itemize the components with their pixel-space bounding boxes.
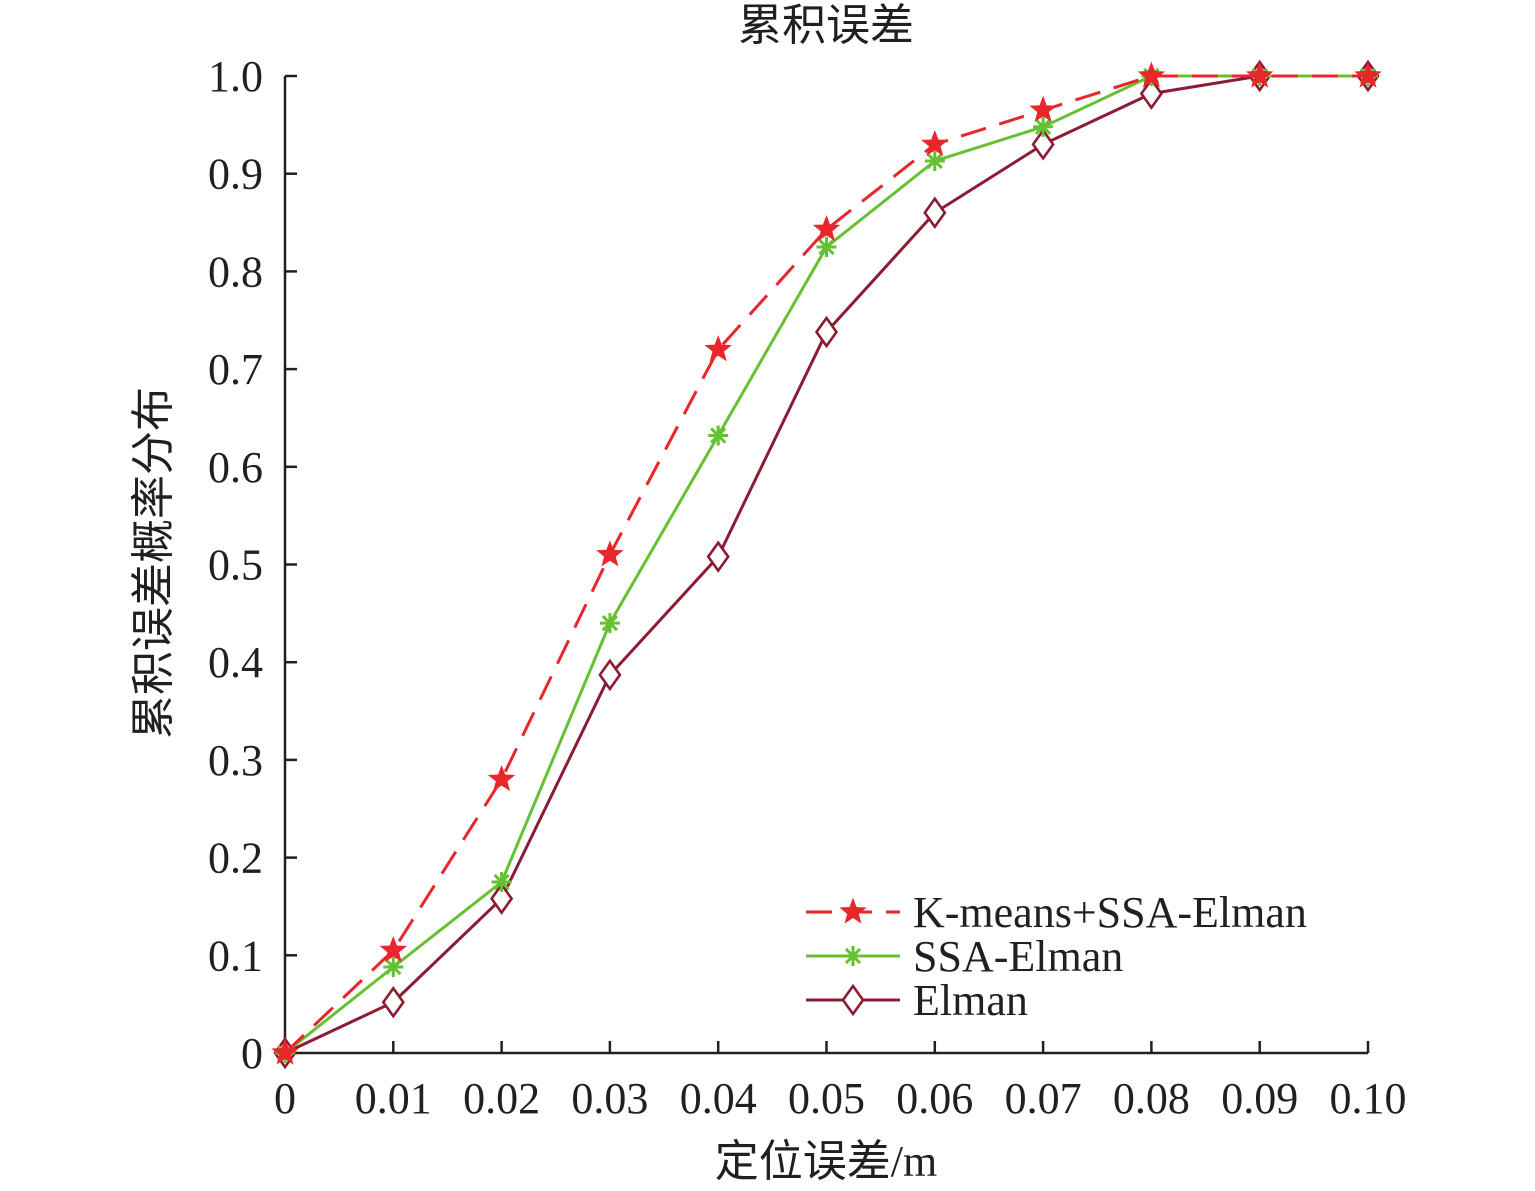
legend-entry: Elman xyxy=(806,976,1028,1025)
data-point-marker xyxy=(924,150,945,171)
y-tick-label: 0 xyxy=(241,1029,263,1078)
legend-label: K-means+SSA-Elman xyxy=(913,888,1307,937)
x-tick-label: 0.06 xyxy=(896,1074,973,1123)
data-point-marker xyxy=(812,214,841,242)
data-point-marker xyxy=(596,540,624,567)
x-tick-label: 0.02 xyxy=(463,1074,540,1123)
x-tick-label: 0.07 xyxy=(1005,1074,1082,1123)
data-point-marker xyxy=(921,129,949,157)
data-point-marker xyxy=(383,957,404,978)
y-tick-label: 0.2 xyxy=(208,834,263,883)
y-tick-label: 0.7 xyxy=(208,345,263,394)
y-tick-label: 0.8 xyxy=(208,247,263,296)
y-tick-label: 0.5 xyxy=(208,541,263,590)
data-point-marker xyxy=(1029,95,1057,122)
x-axis: 0 0.01 0.02 0.03 0.04 0.05 0.06 0.07 0.08 0.09 0.1… xyxy=(274,1041,1407,1123)
data-point-marker xyxy=(381,985,405,1019)
x-tick-label: 0.09 xyxy=(1221,1074,1298,1123)
x-tick-label: 0 xyxy=(274,1074,296,1123)
legend-label: Elman xyxy=(913,976,1028,1025)
data-point-marker xyxy=(598,658,622,692)
y-tick-label: 0.9 xyxy=(208,150,263,199)
y-axis: 0 0.1 0.2 0.3 0.4 0.5 0.6 0.7 0.8 0.9 1.0 xyxy=(208,52,297,1078)
data-point-marker xyxy=(1033,116,1054,137)
data-point-marker xyxy=(706,540,730,573)
x-tick-label: 0.01 xyxy=(355,1074,432,1123)
series-line xyxy=(283,74,1368,1055)
x-tick-label: 0.10 xyxy=(1330,1074,1407,1123)
x-tick-label: 0.05 xyxy=(788,1074,865,1123)
data-point-marker xyxy=(816,236,837,257)
x-tick-label: 0.08 xyxy=(1113,1074,1190,1123)
y-tick-label: 0.3 xyxy=(208,736,263,785)
series-layer xyxy=(271,59,1382,1070)
y-tick-label: 0.6 xyxy=(208,443,263,492)
x-tick-label: 0.04 xyxy=(680,1074,757,1123)
data-point-marker xyxy=(379,935,408,963)
data-point-marker xyxy=(1139,77,1163,110)
data-point-marker xyxy=(1245,61,1274,88)
series-elman xyxy=(273,59,1380,1070)
legend-entry: K-means+SSA-Elman xyxy=(806,888,1307,937)
y-tick-label: 0.4 xyxy=(208,638,263,687)
data-point-marker xyxy=(814,315,839,349)
data-point-marker xyxy=(1031,128,1055,161)
data-point-marker xyxy=(487,765,516,792)
legend-marker xyxy=(841,983,865,1017)
data-point-marker xyxy=(708,425,729,446)
legend-marker xyxy=(839,897,867,924)
data-point-marker xyxy=(271,1038,299,1065)
x-tick-label: 0.03 xyxy=(571,1074,648,1123)
y-tick-label: 1.0 xyxy=(208,52,263,101)
data-point-marker xyxy=(1354,61,1382,88)
data-point-marker xyxy=(599,613,620,634)
series-k-means-ssa-elman xyxy=(271,61,1382,1065)
legend-label: SSA-Elman xyxy=(913,932,1123,981)
data-point-marker xyxy=(704,335,732,362)
legend-marker xyxy=(843,946,863,966)
y-axis-title: 累积误差概率分布 xyxy=(129,387,178,739)
data-point-marker xyxy=(1137,61,1166,88)
legend-entry: SSA-Elman xyxy=(806,932,1123,981)
x-axis-title: 定位误差/m xyxy=(715,1137,937,1186)
data-point-marker xyxy=(490,882,514,915)
data-point-marker xyxy=(923,196,947,230)
y-tick-label: 0.1 xyxy=(208,931,263,980)
chart-title: 累积误差 xyxy=(738,1,914,50)
data-point-marker xyxy=(491,872,512,893)
